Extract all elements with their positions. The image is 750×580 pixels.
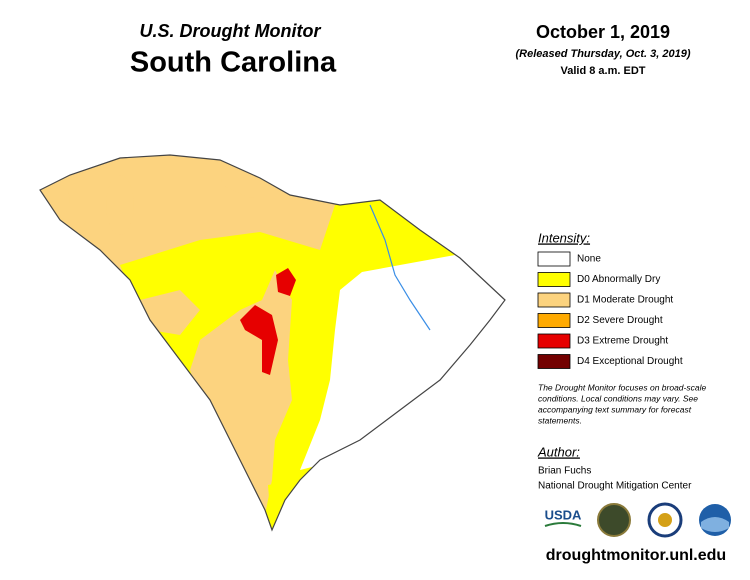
legend-title: Intensity:	[538, 230, 590, 245]
usda-logo: USDA	[545, 507, 582, 522]
drought-area	[106, 175, 134, 235]
legend-swatch	[537, 272, 571, 287]
legend: None D0 Abnormally Dry D1 Moderate Drought…	[537, 251, 683, 369]
legend-swatch	[537, 313, 571, 328]
footer-url: droughtmonitor.unl.edu	[546, 547, 726, 564]
title: U.S. Drought Monitor	[140, 21, 322, 41]
note-line: accompanying text summary for forecast	[538, 404, 692, 414]
drought-area	[140, 290, 200, 335]
river	[369, 204, 431, 331]
drought-area	[276, 268, 296, 296]
legend-label: D4 Exceptional Drought	[577, 356, 683, 367]
legend-label: D3 Extreme Drought	[577, 336, 668, 347]
state-name: South Carolina	[130, 47, 337, 79]
noaa-logo-wave	[701, 517, 729, 532]
note-line: The Drought Monitor focuses on broad-sca…	[538, 382, 706, 392]
doc-logo-center	[658, 513, 672, 527]
legend-swatch	[537, 292, 571, 308]
drought-area	[220, 160, 282, 198]
author-org: National Drought Mitigation Center	[538, 481, 692, 492]
drought-area	[46, 184, 70, 216]
author-name: Brian Fuchs	[538, 466, 591, 477]
note: The Drought Monitor focuses on broad-sca…	[538, 382, 706, 425]
legend-swatch	[537, 251, 571, 267]
state-outline	[39, 154, 506, 532]
legend-swatch	[537, 354, 571, 369]
ndmc-logo	[597, 503, 631, 537]
legend-label: None	[577, 254, 601, 265]
valid: Valid 8 a.m. EDT	[561, 65, 646, 77]
date: October 1, 2019	[536, 22, 670, 42]
drought-area	[240, 305, 278, 375]
released: (Released Thursday, Oct. 3, 2019)	[515, 48, 690, 60]
legend-label: D2 Severe Drought	[577, 315, 663, 326]
note-line: statements.	[538, 415, 582, 425]
legend-label: D1 Moderate Drought	[577, 295, 673, 306]
drought-area	[268, 482, 292, 520]
logo-swoosh	[544, 522, 582, 527]
author-title: Author:	[537, 444, 580, 459]
note-line: conditions. Local conditions may vary. S…	[538, 393, 698, 403]
legend-swatch	[537, 333, 571, 349]
map	[40, 155, 505, 530]
legend-label: D0 Abnormally Dry	[577, 274, 660, 285]
